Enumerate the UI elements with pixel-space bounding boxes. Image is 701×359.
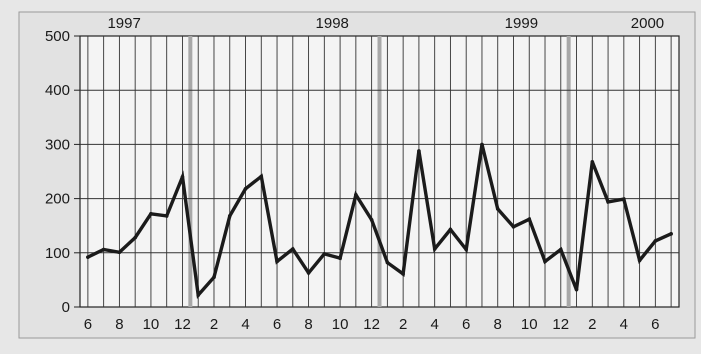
data-point [354,193,358,197]
data-point [275,259,279,264]
year-label: 2000 [631,15,664,32]
data-point [417,149,421,153]
data-point [101,247,106,252]
x-tick-label: 2 [399,316,407,333]
data-point [212,275,216,279]
data-point [385,260,390,265]
x-tick-label: 4 [620,316,628,333]
data-point [227,214,232,218]
data-point [590,159,595,164]
data-point [369,217,374,222]
data-point [606,200,610,204]
x-tick-label: 8 [304,316,312,333]
data-point [653,239,658,243]
data-point [637,258,642,263]
year-separator [566,36,571,307]
data-point [133,235,137,240]
y-tick-label: 400 [45,82,70,99]
x-tick-label: 10 [521,316,538,333]
series-line [86,143,673,300]
year-separator [188,36,193,307]
data-point [432,247,437,251]
x-tick-label: 6 [84,316,92,333]
data-point [669,232,673,236]
x-axis: 6 8 10 12 2 4 6 8 10 12 2 4 6 8 10 12 2 4 6 [84,316,660,333]
data-point [543,259,547,264]
data-point [149,211,153,216]
x-tick-label: 12 [552,316,569,333]
data-point [574,287,579,292]
data-point [306,271,311,275]
x-tick-label: 4 [430,316,438,333]
data-point [117,250,122,255]
data-point [527,217,532,221]
data-point [259,174,264,179]
y-tick-label: 500 [45,28,70,45]
x-tick-label: 2 [210,316,218,333]
x-tick-label: 10 [332,316,349,333]
year-labels: 1997 1998 1999 2000 [107,15,664,32]
horizontal-gridlines [80,89,679,254]
data-point [511,224,516,229]
x-tick-label: 8 [115,316,123,333]
series-group [86,142,673,300]
x-tick-label: 8 [494,316,502,333]
data-point [196,293,201,297]
x-tick-label: 6 [462,316,470,333]
data-point [86,255,90,259]
data-point [622,197,626,201]
data-point [495,207,500,211]
x-tick-label: 4 [241,316,249,333]
y-tick-label: 100 [45,245,70,262]
y-tick-label: 300 [45,136,70,153]
data-point [180,175,185,179]
year-separators [188,36,571,307]
data-point [480,142,484,147]
y-tick-label: 0 [62,299,70,316]
x-tick-label: 2 [588,316,596,333]
x-tick-label: 12 [174,316,191,333]
y-axis: 0 100 200 300 400 500 [45,28,80,316]
year-label: 1999 [505,15,538,32]
x-tick-label: 10 [143,316,160,333]
data-point [558,247,563,252]
data-point [401,272,405,276]
y-tick-label: 200 [45,191,70,208]
data-point [338,256,342,261]
data-point [243,187,248,191]
year-separator [377,36,382,307]
year-label: 1997 [107,15,140,32]
x-tick-label: 6 [651,316,659,333]
x-tick-label: 12 [363,316,380,333]
x-tick-label: 6 [273,316,281,333]
data-point [291,247,295,251]
data-point [464,247,468,252]
data-point [164,214,169,218]
year-label: 1998 [316,15,349,32]
vertical-gridlines [87,36,672,307]
data-point [322,252,327,256]
data-point [448,227,453,232]
